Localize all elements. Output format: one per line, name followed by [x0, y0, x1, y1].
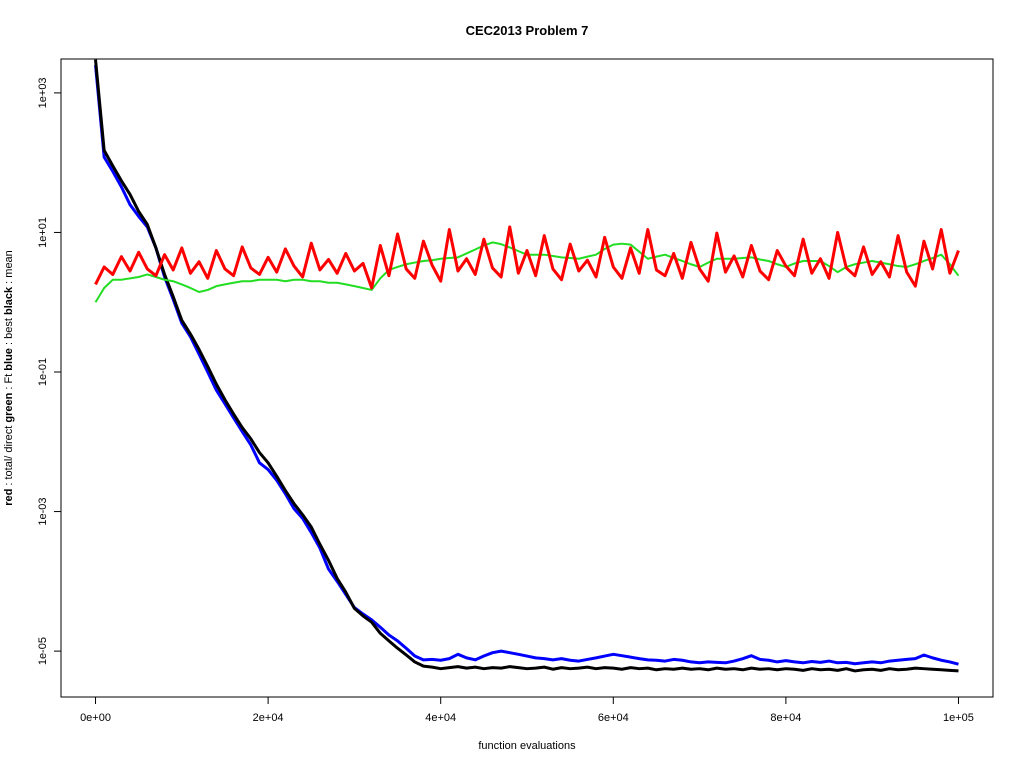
x-tick-label: 6e+04	[598, 712, 629, 724]
chart-title: CEC2013 Problem 7	[466, 23, 589, 38]
x-tick-label: 2e+04	[253, 712, 284, 724]
y-tick-label: 1e-03	[37, 497, 49, 525]
y-label-part: : total/ direct	[3, 423, 15, 489]
y-label-part: black	[3, 286, 15, 315]
y-tick-label: 1e-01	[37, 358, 49, 386]
y-label-part: blue	[3, 348, 15, 371]
x-tick-label: 1e+05	[943, 712, 974, 724]
y-label-part: green	[3, 392, 15, 422]
y-tick-label: 1e+03	[37, 77, 49, 108]
series-line	[94, 64, 959, 666]
series-line	[94, 59, 959, 673]
plot-lines	[94, 59, 960, 673]
y-label-part: red	[3, 489, 15, 506]
plot-frame	[60, 58, 994, 698]
y-label-part: : best	[3, 315, 15, 348]
y-axis-label: red : total/ direct green : Ft blue : be…	[3, 250, 15, 506]
y-label-part: : mean	[3, 250, 15, 287]
series-line	[94, 225, 960, 290]
x-axis-label: function evaluations	[478, 740, 576, 752]
x-tick-label: 8e+04	[770, 712, 801, 724]
x-tick-label: 4e+04	[425, 712, 456, 724]
y-tick-label: 1e+01	[37, 217, 49, 248]
y-label-part: : Ft	[3, 371, 15, 393]
x-tick-label: 0e+00	[80, 712, 111, 724]
y-tick-label: 1e-05	[37, 637, 49, 665]
